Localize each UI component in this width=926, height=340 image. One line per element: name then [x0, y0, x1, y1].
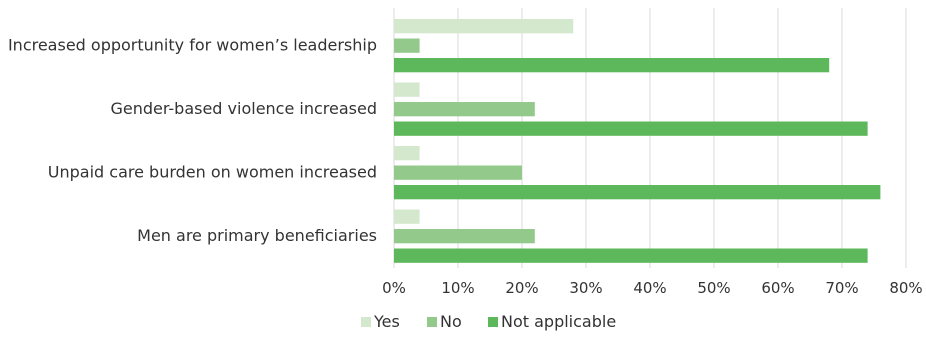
bar-no: [394, 102, 535, 117]
legend-label: No: [440, 312, 462, 331]
x-tick-label: 10%: [441, 279, 474, 297]
x-tick-label: 0%: [382, 279, 406, 297]
bars: [394, 19, 881, 263]
legend-swatch: [427, 317, 437, 327]
category-labels: Increased opportunity for women’s leader…: [8, 36, 377, 245]
x-tick-label: 20%: [505, 279, 538, 297]
legend: Yes No Not applicable: [361, 312, 616, 331]
x-tick-label: 60%: [761, 279, 794, 297]
bar-not-applicable: [394, 248, 868, 263]
category-label: Gender-based violence increased: [110, 99, 377, 118]
gridlines: [393, 8, 907, 268]
x-tick-label: 30%: [569, 279, 602, 297]
category-label: Men are primary beneficiaries: [137, 226, 377, 245]
legend-swatch: [361, 317, 371, 327]
bar-not-applicable: [394, 121, 868, 136]
bar-yes: [394, 146, 420, 161]
bar-no: [394, 38, 420, 53]
x-tick-label: 70%: [825, 279, 858, 297]
category-label: Unpaid care burden on women increased: [48, 163, 377, 182]
x-axis-tick-labels: 0% 10% 20% 30% 40% 50% 60% 70% 80%: [382, 279, 923, 297]
bar-no: [394, 229, 535, 244]
bar-not-applicable: [394, 185, 881, 200]
category-label: Increased opportunity for women’s leader…: [8, 36, 377, 55]
legend-label: Yes: [373, 312, 400, 331]
x-tick-label: 50%: [697, 279, 730, 297]
legend-label: Not applicable: [501, 312, 616, 331]
bar-no: [394, 165, 522, 180]
legend-swatch: [488, 317, 498, 327]
bar-yes: [394, 82, 420, 97]
bar-yes: [394, 19, 574, 34]
bar-not-applicable: [394, 58, 830, 73]
bar-yes: [394, 209, 420, 224]
x-tick-label: 80%: [889, 279, 922, 297]
x-tick-label: 40%: [633, 279, 666, 297]
